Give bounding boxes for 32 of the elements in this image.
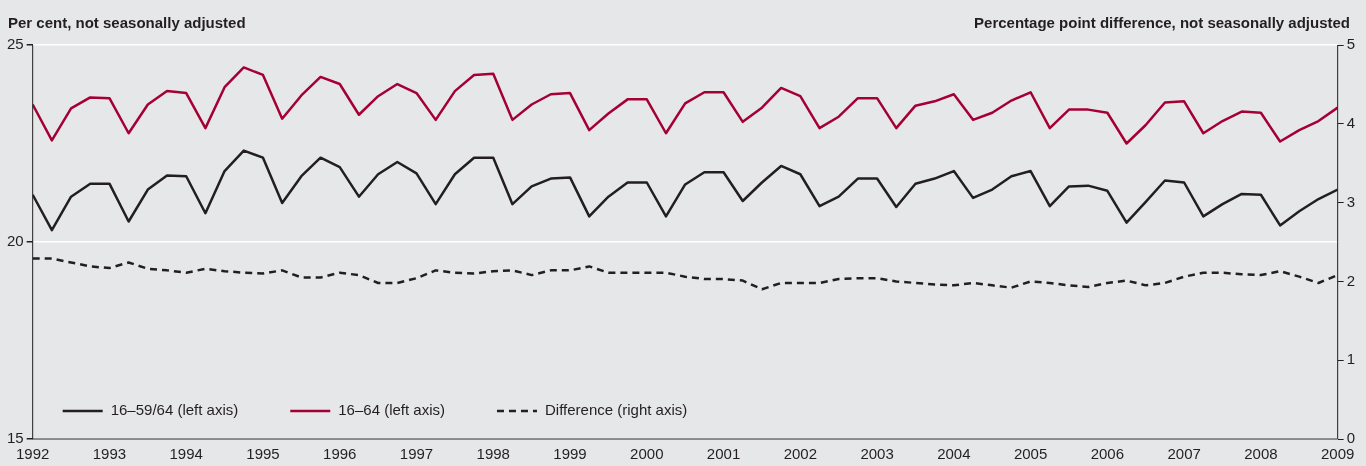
x-tick-label: 1999 [553, 445, 587, 463]
y2-tick-label: 0 [1346, 429, 1355, 447]
y2-axis-title: Percentage point difference, not seasonally adjusted [974, 14, 1350, 31]
x-tick-label: 1998 [476, 445, 510, 463]
y2-tick-label: 3 [1346, 192, 1355, 210]
x-tick-label: 2007 [1167, 445, 1201, 463]
x-tick-label: 2005 [1013, 445, 1048, 463]
x-tick-label: 1994 [169, 445, 203, 463]
x-tick-label: 2006 [1090, 445, 1125, 463]
y2-tick-label: 4 [1346, 113, 1355, 131]
legend-label: Difference (right axis) [544, 401, 688, 419]
x-tick-label: 2004 [937, 445, 971, 463]
y2-tick-label: 5 [1346, 35, 1355, 53]
legend-label: 16–64 (left axis) [338, 401, 445, 419]
x-tick-label: 1993 [92, 445, 127, 463]
y-tick-label: 20 [7, 232, 24, 250]
y-axis-title: Per cent, not seasonally adjusted [8, 14, 246, 31]
y-tick-label: 15 [7, 429, 24, 447]
y2-tick-label: 1 [1346, 350, 1355, 368]
x-tick-label: 2003 [860, 445, 894, 463]
x-tick-label: 1992 [16, 445, 50, 463]
x-tick-label: 1997 [399, 445, 434, 463]
y-tick-label: 25 [7, 35, 24, 53]
y2-tick-label: 2 [1346, 271, 1355, 289]
x-tick-label: 2009 [1320, 445, 1355, 463]
legend-label: 16–59/64 (left axis) [110, 401, 239, 419]
x-tick-label: 1996 [323, 445, 357, 463]
x-tick-label: 1995 [246, 445, 280, 463]
x-tick-label: 2002 [783, 445, 817, 463]
x-tick-label: 2001 [706, 445, 741, 463]
x-tick-label: 2000 [630, 445, 664, 463]
x-tick-label: 2008 [1244, 445, 1278, 463]
